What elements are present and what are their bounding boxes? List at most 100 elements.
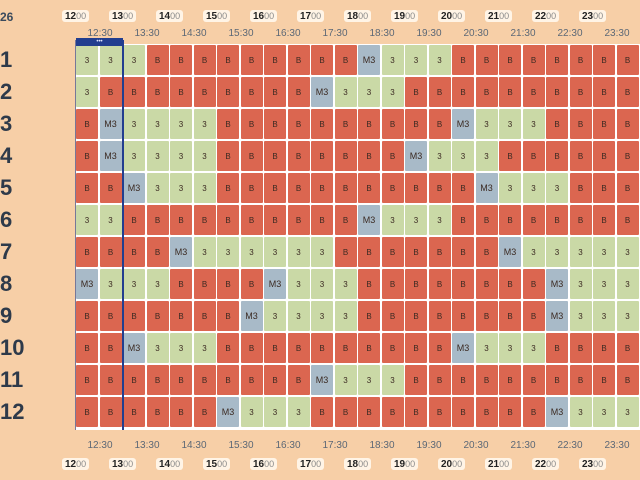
slot-cell[interactable]: B <box>593 77 615 107</box>
slot-cell[interactable]: B <box>499 397 521 427</box>
slot-cell[interactable]: B <box>334 45 357 75</box>
slot-cell[interactable]: B <box>170 45 192 75</box>
slot-cell[interactable]: 3 <box>217 237 239 267</box>
slot-cell[interactable]: B <box>616 45 639 75</box>
slot-cell[interactable]: 3 <box>123 141 145 171</box>
slot-cell[interactable]: B <box>405 173 427 203</box>
slot-cell[interactable]: B <box>546 205 568 235</box>
slot-cell[interactable]: 3 <box>381 45 404 75</box>
slot-cell[interactable]: 3 <box>146 333 169 363</box>
slot-cell[interactable]: B <box>264 333 286 363</box>
slot-cell[interactable]: B <box>522 301 545 331</box>
slot-cell[interactable]: 3 <box>569 269 592 299</box>
slot-cell[interactable]: B <box>146 365 169 395</box>
slot-cell[interactable]: B <box>170 365 192 395</box>
slot-cell[interactable]: 3 <box>146 141 169 171</box>
slot-cell[interactable]: M3 <box>405 141 427 171</box>
slot-cell[interactable]: 3 <box>170 109 192 139</box>
slot-cell[interactable]: M3 <box>217 397 239 427</box>
slot-cell[interactable]: M3 <box>546 397 568 427</box>
slot-cell[interactable]: B <box>546 333 568 363</box>
slot-cell[interactable]: B <box>358 269 380 299</box>
slot-cell[interactable]: 3 <box>123 45 145 75</box>
slot-cell[interactable]: B <box>123 77 145 107</box>
slot-cell[interactable]: B <box>264 205 286 235</box>
slot-cell[interactable]: 3 <box>287 237 310 267</box>
slot-cell[interactable]: 3 <box>170 141 192 171</box>
slot-cell[interactable]: 3 <box>146 269 169 299</box>
slot-cell[interactable]: B <box>405 397 427 427</box>
slot-cell[interactable]: B <box>475 269 498 299</box>
slot-cell[interactable]: B <box>287 173 310 203</box>
slot-cell[interactable]: B <box>428 397 451 427</box>
slot-cell[interactable]: B <box>217 45 239 75</box>
slot-cell[interactable]: B <box>593 333 615 363</box>
slot-cell[interactable]: B <box>193 365 216 395</box>
slot-cell[interactable]: 3 <box>428 45 451 75</box>
slot-cell[interactable]: 3 <box>428 141 451 171</box>
slot-cell[interactable]: 3 <box>569 237 592 267</box>
slot-cell[interactable]: B <box>405 77 427 107</box>
slot-cell[interactable]: 3 <box>123 269 145 299</box>
slot-cell[interactable]: B <box>381 333 404 363</box>
slot-cell[interactable]: B <box>146 205 169 235</box>
slot-cell[interactable]: 3 <box>616 301 639 331</box>
slot-cell[interactable]: B <box>334 205 357 235</box>
slot-cell[interactable]: B <box>76 397 98 427</box>
slot-cell[interactable]: B <box>240 45 263 75</box>
slot-cell[interactable]: M3 <box>99 109 122 139</box>
slot-cell[interactable]: 3 <box>616 237 639 267</box>
slot-cell[interactable]: B <box>217 301 239 331</box>
slot-cell[interactable]: B <box>569 173 592 203</box>
slot-cell[interactable]: B <box>569 77 592 107</box>
slot-cell[interactable]: B <box>358 109 380 139</box>
slot-cell[interactable]: 3 <box>546 237 568 267</box>
slot-cell[interactable]: B <box>428 77 451 107</box>
slot-cell[interactable]: B <box>452 301 474 331</box>
slot-cell[interactable]: B <box>311 333 333 363</box>
slot-cell[interactable]: M3 <box>240 301 263 331</box>
slot-cell[interactable]: B <box>311 141 333 171</box>
slot-cell[interactable]: B <box>334 141 357 171</box>
slot-cell[interactable]: B <box>428 269 451 299</box>
slot-cell[interactable]: B <box>358 237 380 267</box>
slot-cell[interactable]: B <box>264 109 286 139</box>
slot-cell[interactable]: B <box>499 301 521 331</box>
slot-cell[interactable]: B <box>381 397 404 427</box>
slot-cell[interactable]: B <box>123 237 145 267</box>
slot-cell[interactable]: B <box>358 397 380 427</box>
slot-cell[interactable]: B <box>616 173 639 203</box>
slot-cell[interactable]: M3 <box>264 269 286 299</box>
slot-cell[interactable]: B <box>452 365 474 395</box>
slot-cell[interactable]: B <box>240 205 263 235</box>
slot-cell[interactable]: M3 <box>123 333 145 363</box>
slot-cell[interactable]: B <box>405 237 427 267</box>
slot-cell[interactable]: 3 <box>522 173 545 203</box>
slot-cell[interactable]: B <box>616 333 639 363</box>
slot-cell[interactable]: B <box>170 397 192 427</box>
slot-cell[interactable]: 3 <box>452 141 474 171</box>
slot-cell[interactable]: B <box>217 205 239 235</box>
slot-cell[interactable]: B <box>334 237 357 267</box>
slot-cell[interactable]: 3 <box>593 397 615 427</box>
slot-cell[interactable]: B <box>475 45 498 75</box>
slot-cell[interactable]: B <box>123 205 145 235</box>
slot-cell[interactable]: B <box>240 141 263 171</box>
slot-cell[interactable]: B <box>170 269 192 299</box>
slot-cell[interactable]: B <box>428 333 451 363</box>
slot-cell[interactable]: B <box>240 109 263 139</box>
slot-cell[interactable]: B <box>217 333 239 363</box>
slot-cell[interactable]: B <box>546 45 568 75</box>
slot-cell[interactable]: B <box>522 77 545 107</box>
slot-cell[interactable]: B <box>499 141 521 171</box>
slot-cell[interactable]: B <box>264 77 286 107</box>
slot-cell[interactable]: 3 <box>334 77 357 107</box>
slot-cell[interactable]: B <box>475 205 498 235</box>
slot-cell[interactable]: B <box>334 397 357 427</box>
slot-cell[interactable]: B <box>358 333 380 363</box>
slot-cell[interactable]: B <box>616 205 639 235</box>
slot-cell[interactable]: B <box>452 269 474 299</box>
slot-cell[interactable]: 3 <box>358 365 380 395</box>
slot-cell[interactable]: B <box>287 365 310 395</box>
slot-cell[interactable]: 3 <box>522 109 545 139</box>
